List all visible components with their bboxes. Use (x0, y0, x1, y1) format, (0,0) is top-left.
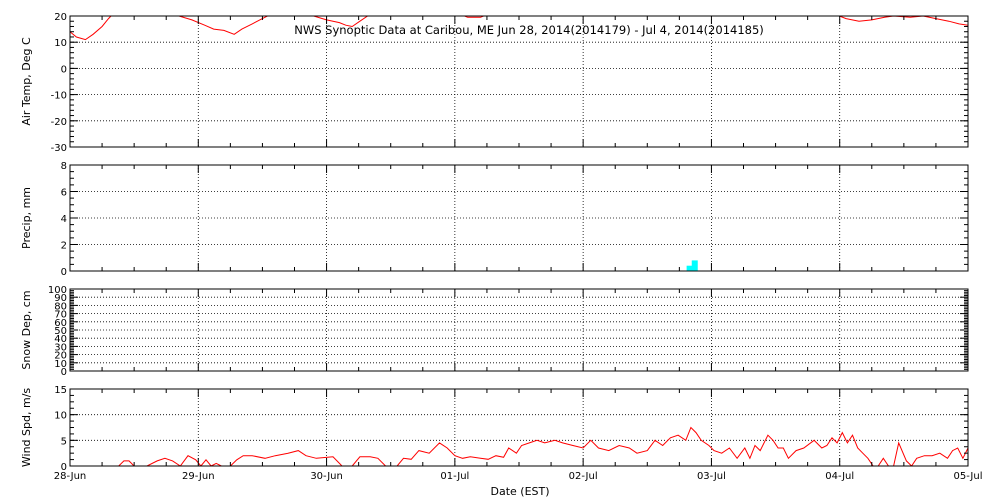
y-tick-label: 0 (61, 267, 67, 278)
y-tick-label: -20 (51, 117, 67, 128)
precip-bar (691, 260, 698, 271)
y-tick-label: 100 (48, 285, 67, 296)
y-tick-label: 4 (61, 214, 67, 225)
y-tick-label: 10 (54, 38, 67, 49)
panel-frame (69, 388, 969, 467)
x-tick-label: 28-Jun (54, 471, 87, 482)
y-axis-title: Precip, mm (20, 187, 33, 249)
series-group (70, 16, 968, 41)
precip-bar (686, 265, 693, 271)
x-tick-label: 01-Jul (440, 471, 469, 482)
y-tick-label: 70 (54, 310, 67, 321)
x-tick-label: 02-Jul (569, 471, 598, 482)
x-tick-label: 30-Jun (310, 471, 343, 482)
y-tick-label: 0 (61, 462, 67, 473)
series-group (70, 426, 968, 466)
series-line (70, 16, 968, 41)
y-tick-label: 2 (61, 241, 67, 252)
y-tick-label: 50 (54, 326, 67, 337)
y-tick-label: 10 (54, 359, 67, 370)
series-group (686, 260, 698, 271)
y-tick-label: 20 (54, 351, 67, 362)
y-axis-title: Air Temp, Deg C (20, 37, 33, 126)
x-axis: 28-Jun 29-Jun 30-Jun 01-Jul 02-Jul 03-Jul 04-J… (54, 471, 983, 482)
panel-frame (69, 288, 969, 372)
y-tick-label: 6 (61, 188, 67, 199)
x-tick-label: 29-Jun (182, 471, 215, 482)
y-tick-label: 90 (54, 293, 67, 304)
panel-air-temp: -30 -20 -10 0 10 20 Air Temp, Deg C (20, 12, 969, 154)
chart-title: NWS Synoptic Data at Caribou, ME Jun 28,… (294, 23, 764, 37)
panel-precip: 0 2 4 6 8 Precip, mm (20, 161, 969, 278)
y-tick-label: -10 (51, 91, 67, 102)
y-tick-label: 80 (54, 301, 67, 312)
x-tick-label: 03-Jul (697, 471, 726, 482)
x-tick-label: 04-Jul (825, 471, 854, 482)
panel-wind-speed: 0 5 10 15 Wind Spd, m/s (20, 385, 969, 473)
y-axis-title: Wind Spd, m/s (20, 388, 33, 468)
y-tick-label: 5 (61, 436, 67, 447)
y-tick-label: 0 (61, 367, 67, 378)
panel-frame (69, 164, 969, 272)
y-tick-label: 8 (61, 161, 67, 172)
y-tick-label: 40 (54, 334, 67, 345)
y-tick-label: 15 (54, 385, 67, 396)
y-tick-label: 0 (61, 64, 67, 75)
y-axis-title: Snow Dep, cm (20, 290, 33, 369)
y-tick-label: 60 (54, 318, 67, 329)
x-axis-title: Date (EST) (490, 485, 549, 498)
x-tick-label: 05-Jul (954, 471, 983, 482)
y-tick-label: 10 (54, 411, 67, 422)
series-line (70, 426, 968, 466)
y-tick-label: -30 (51, 143, 67, 154)
y-tick-label: 30 (54, 342, 67, 353)
y-tick-label: 20 (54, 12, 67, 23)
